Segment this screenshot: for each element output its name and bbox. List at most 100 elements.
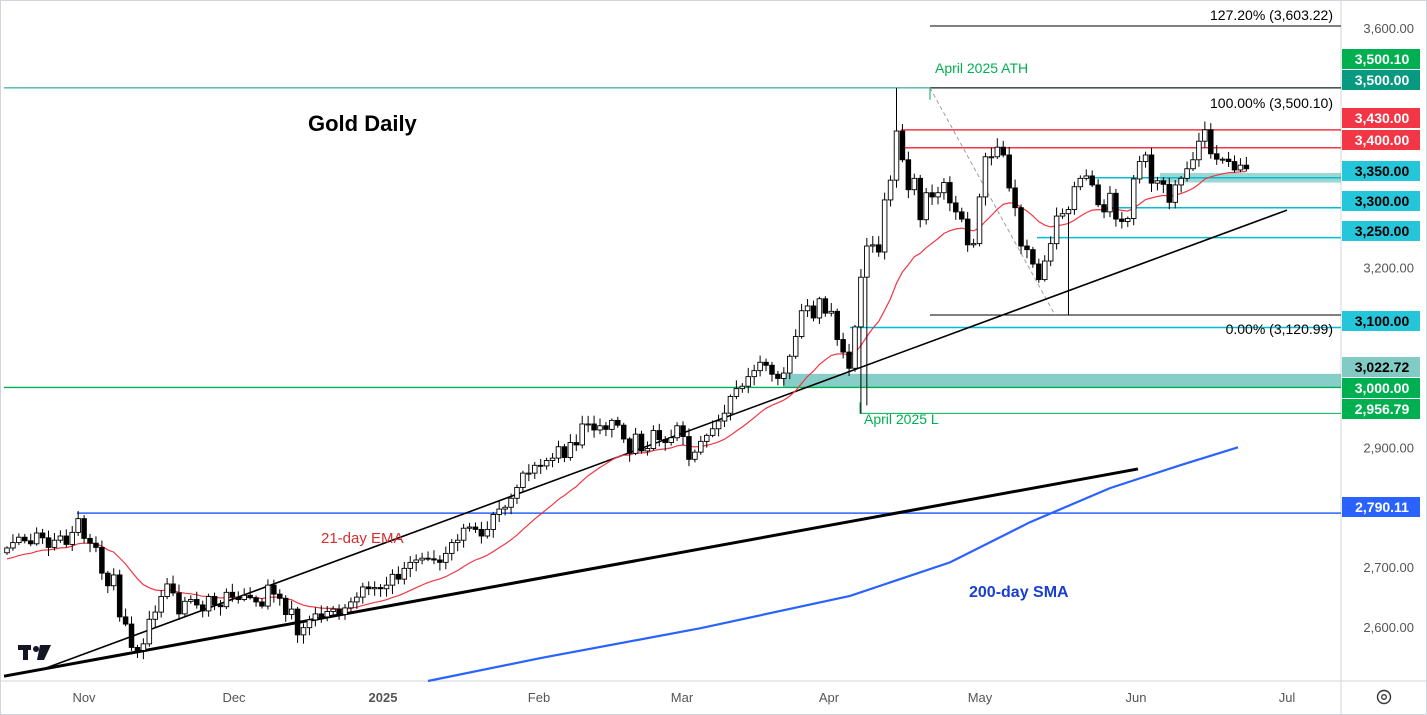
candle-body-down — [1036, 263, 1042, 281]
candle-body-down — [81, 518, 87, 539]
candle — [342, 604, 348, 620]
candle-body-up — [579, 423, 585, 446]
candle-body-down — [176, 592, 182, 615]
candle — [1142, 151, 1149, 168]
candle-body-up — [816, 298, 823, 319]
candle — [146, 610, 153, 647]
candle-body-down — [437, 559, 443, 563]
candle-body-up — [496, 508, 502, 515]
candle — [336, 604, 342, 620]
candle — [887, 175, 894, 207]
candle-body-down — [271, 584, 277, 595]
candle-body-down — [810, 305, 817, 319]
candle — [81, 515, 87, 544]
candle-body-up — [549, 457, 556, 461]
candle-body-down — [662, 439, 668, 444]
candle-body-up — [330, 608, 336, 612]
candle — [1030, 246, 1036, 268]
candle — [425, 551, 431, 562]
candle-body-up — [514, 487, 520, 499]
candle — [775, 370, 781, 386]
candle-body-down — [603, 425, 609, 430]
candle — [1166, 177, 1173, 210]
candle-body-up — [502, 506, 508, 510]
candle-body-up — [804, 305, 811, 312]
candle — [1077, 175, 1084, 191]
y-tick-label: 3,600.00 — [1363, 21, 1414, 36]
candle-body-down — [1000, 146, 1006, 156]
candle — [116, 569, 123, 622]
candle-body-down — [573, 442, 580, 446]
price-tag — [1342, 108, 1420, 128]
candle-body-down — [27, 540, 34, 545]
candle — [703, 433, 710, 448]
candle-body-up — [188, 599, 194, 602]
candle-body-down — [917, 177, 923, 221]
candle — [1041, 255, 1048, 282]
candle-body-down — [958, 211, 965, 220]
candle — [543, 457, 550, 470]
y-tick-label: 2,900.00 — [1363, 440, 1414, 455]
candle-body-up — [342, 607, 348, 615]
candle — [1213, 145, 1220, 165]
candle-body-up — [567, 442, 574, 458]
candle — [395, 566, 402, 585]
candle — [63, 529, 70, 548]
candle — [632, 427, 639, 456]
candle — [858, 269, 864, 414]
candle-body-up — [1172, 184, 1178, 203]
candle — [881, 192, 888, 260]
candle — [99, 540, 105, 580]
candle-body-up — [668, 437, 674, 444]
candle-body-down — [947, 182, 953, 204]
candle-body-up — [715, 420, 722, 430]
candle — [1136, 155, 1143, 184]
candle-body-up — [449, 542, 455, 554]
price-tag-label: 3,400.00 — [1355, 132, 1410, 148]
candle-body-down — [235, 596, 242, 600]
candle-body-down — [615, 419, 621, 426]
candle-body-up — [1083, 175, 1090, 179]
candle-body-up — [703, 434, 710, 442]
candle — [537, 458, 544, 474]
candle — [828, 302, 835, 317]
candle — [110, 568, 117, 591]
candle — [10, 534, 16, 551]
candle-body-up — [140, 643, 147, 651]
candle-body-up — [241, 594, 247, 600]
candle-body-up — [798, 310, 805, 337]
price-tag — [1342, 497, 1420, 517]
candle-body-up — [935, 192, 941, 198]
candle-body-up — [182, 600, 188, 615]
candle-body-up — [674, 425, 680, 439]
candle — [312, 607, 319, 627]
candle — [472, 522, 479, 533]
candle-body-up — [490, 513, 497, 530]
candle — [265, 579, 271, 610]
candle — [247, 587, 253, 600]
sma-200-line — [427, 446, 1239, 683]
candle — [870, 235, 876, 253]
candle-body-down — [769, 364, 775, 375]
candle — [911, 173, 918, 196]
candle-body-down — [259, 601, 265, 607]
candle — [982, 152, 989, 206]
candle — [1083, 169, 1090, 181]
candle-body-up — [419, 557, 425, 561]
candle-body-up — [389, 573, 396, 586]
candle-body-down — [1208, 129, 1214, 155]
candle-body-up — [1071, 186, 1078, 210]
candle — [834, 308, 840, 346]
candle-body-down — [22, 536, 28, 542]
candle — [1219, 157, 1226, 164]
candle-body-up — [484, 528, 491, 537]
candle-body-up — [354, 596, 360, 603]
candle-body-down — [116, 574, 123, 618]
candle-body-up — [1178, 177, 1184, 186]
candle — [1172, 180, 1178, 209]
candle — [864, 238, 870, 406]
candle — [668, 429, 674, 446]
settings-gear-icon[interactable] — [1376, 689, 1392, 705]
candle-body-down — [591, 423, 597, 431]
